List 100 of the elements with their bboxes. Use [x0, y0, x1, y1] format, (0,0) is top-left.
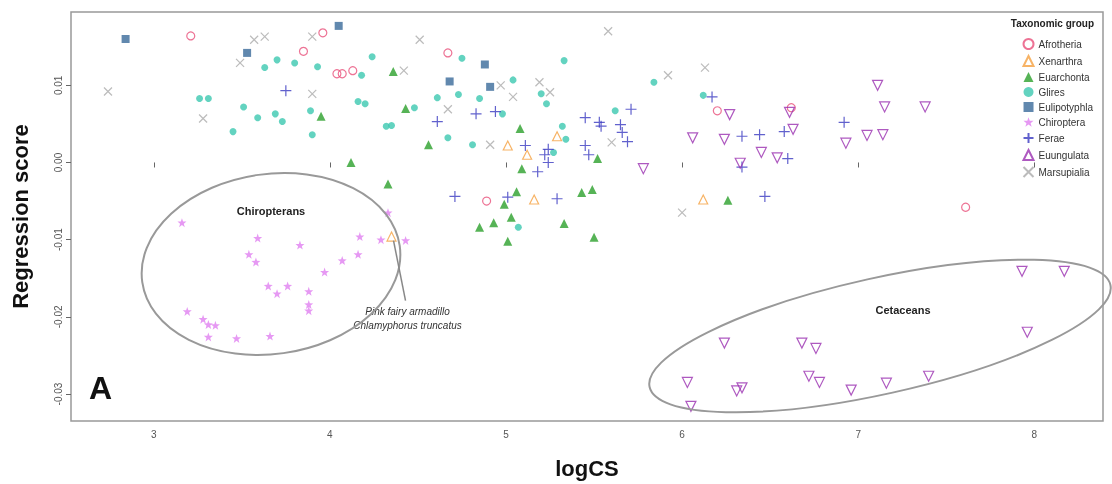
point — [410, 104, 418, 112]
point — [514, 223, 522, 231]
point — [771, 152, 783, 164]
point — [253, 233, 263, 243]
point — [496, 80, 506, 90]
point — [723, 195, 733, 205]
point — [383, 179, 393, 189]
point — [1021, 326, 1033, 338]
point — [879, 101, 891, 113]
point — [558, 122, 566, 130]
point — [522, 149, 533, 160]
legend-label: Chiroptera — [1038, 116, 1086, 128]
point — [579, 111, 592, 124]
x-tick-label: 3 — [150, 428, 157, 440]
point — [512, 187, 522, 197]
point — [415, 35, 425, 45]
point — [687, 132, 699, 144]
y-tick-label: -0.03 — [52, 382, 64, 406]
point — [783, 106, 796, 118]
point — [1016, 265, 1028, 277]
point — [663, 70, 673, 80]
point — [803, 370, 815, 382]
point — [482, 196, 492, 206]
legend-label: Xenarthra — [1038, 55, 1083, 67]
point — [594, 120, 608, 133]
point — [443, 104, 453, 114]
legend-label: Glires — [1038, 86, 1065, 98]
x-tick-label: 5 — [503, 428, 510, 440]
legend-label: Marsupialia — [1038, 166, 1091, 178]
point — [735, 130, 749, 143]
point — [786, 103, 796, 113]
y-axis-title: Regression score — [7, 124, 33, 309]
legend-label: Ferae — [1038, 132, 1066, 144]
point — [210, 320, 220, 330]
point — [486, 82, 495, 91]
point — [298, 46, 309, 56]
point — [579, 139, 592, 152]
point — [399, 66, 409, 76]
point — [534, 77, 545, 87]
point — [244, 249, 254, 259]
point — [718, 133, 730, 145]
point — [186, 31, 196, 41]
point — [353, 249, 363, 259]
point — [537, 90, 545, 98]
point — [198, 314, 208, 324]
point — [755, 146, 767, 159]
point — [961, 202, 971, 212]
legend-title: Taxonomic group — [1010, 17, 1095, 29]
point — [551, 131, 563, 142]
point — [810, 342, 822, 355]
point — [182, 306, 192, 316]
point — [204, 94, 212, 102]
point — [758, 190, 771, 203]
point — [240, 103, 248, 111]
point — [531, 165, 544, 178]
point — [529, 194, 540, 205]
point — [753, 128, 766, 141]
legend-label: Afrotheria — [1038, 38, 1083, 50]
point — [501, 191, 514, 204]
point — [698, 194, 709, 205]
point — [489, 105, 502, 118]
point — [781, 152, 794, 165]
point — [368, 53, 376, 61]
point — [355, 232, 365, 242]
point — [103, 86, 113, 97]
x-tick-label: 6 — [679, 428, 686, 440]
point — [203, 320, 213, 330]
point — [424, 140, 433, 150]
point — [480, 60, 489, 69]
point — [308, 131, 316, 139]
point — [871, 79, 884, 91]
point — [320, 267, 330, 277]
point — [448, 190, 462, 203]
point — [621, 135, 634, 148]
point — [503, 236, 513, 246]
point — [685, 400, 697, 412]
point — [458, 54, 466, 62]
point — [589, 232, 599, 242]
point — [203, 332, 213, 342]
point — [476, 94, 484, 102]
point — [401, 103, 411, 113]
point — [485, 140, 495, 150]
point — [550, 148, 558, 156]
point — [735, 161, 749, 174]
point — [291, 59, 299, 67]
point — [506, 212, 516, 222]
point — [263, 281, 273, 291]
point — [712, 106, 722, 116]
point — [560, 57, 568, 65]
point — [243, 48, 252, 57]
point — [582, 148, 595, 161]
point — [271, 110, 279, 118]
legend-label: Euarchonta — [1038, 71, 1091, 83]
point — [337, 69, 347, 79]
point — [346, 157, 356, 167]
annotation: Cetaceans — [875, 304, 931, 316]
point — [249, 35, 259, 45]
point — [358, 71, 366, 79]
point — [677, 208, 687, 218]
point — [838, 116, 851, 129]
